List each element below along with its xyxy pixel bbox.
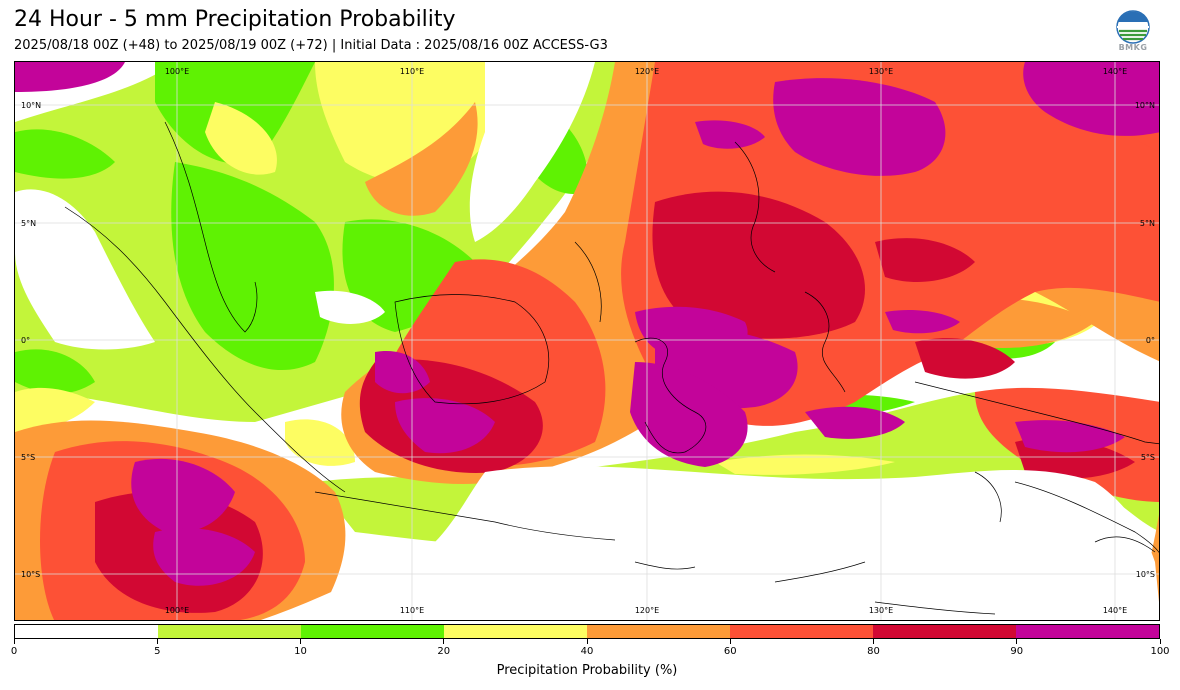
colorbar-segment-1: [158, 625, 301, 638]
lat-label-right-10n: 10°N: [1135, 101, 1155, 110]
colorbar-tick-mark: [13, 639, 15, 644]
colorbar-tick-mark: [1016, 639, 1018, 644]
lat-label-left-10s: 10°S: [21, 570, 40, 579]
bmkg-emblem-icon: [1116, 10, 1150, 44]
lon-label-bottom-130: 130°E: [869, 606, 893, 615]
colorbar-tick-mark: [300, 639, 301, 644]
colorbar-tick-mark: [156, 639, 158, 644]
lon-label-top-100: 100°E: [165, 67, 189, 76]
lon-label-bottom-110: 110°E: [400, 606, 424, 615]
colorbar-tick-mark: [586, 639, 588, 644]
colorbar-tick-label: 20: [437, 646, 451, 657]
colorbar-segment-3: [444, 625, 587, 638]
lon-label-top-110: 110°E: [400, 67, 424, 76]
colorbar-tick-label: 0: [10, 646, 18, 657]
lon-label-top-140: 140°E: [1103, 67, 1127, 76]
colorbar-tick-label: 10: [294, 646, 307, 657]
coastlines: [64, 121, 1159, 615]
colorbar-tick-mark: [443, 639, 445, 644]
chart-subtitle: 2025/08/18 00Z (+48) to 2025/08/19 00Z (…: [14, 38, 608, 53]
lon-label-top-120: 120°E: [635, 67, 659, 76]
lon-label-top-130: 130°E: [869, 67, 893, 76]
colorbar-segment-0: [15, 625, 158, 638]
colorbar-tick-label: 5: [154, 646, 161, 657]
colorbar-segment-7: [1016, 625, 1159, 638]
graticule: [15, 62, 1159, 620]
colorbar-tick-label: 60: [723, 646, 737, 657]
lon-label-bottom-140: 140°E: [1103, 606, 1127, 615]
colorbar-segment-4: [587, 625, 730, 638]
colorbar-tick-mark: [1159, 639, 1161, 644]
lat-label-right-0: 0°: [1146, 336, 1155, 345]
lat-label-right-10s: 10°S: [1136, 570, 1155, 579]
chart-title: 24 Hour - 5 mm Precipitation Probability: [14, 7, 456, 32]
colorbar-tick-mark: [873, 639, 874, 644]
colorbar-tick-mark: [729, 639, 731, 644]
colorbar-segment-5: [730, 625, 873, 638]
lat-label-left-5n: 5°N: [21, 219, 36, 228]
colorbar-tick-label: 40: [580, 646, 594, 657]
bmkg-logo: BMKG: [1113, 10, 1153, 54]
logo-text: BMKG: [1118, 43, 1148, 52]
colorbar-tick-label: 100: [1150, 646, 1170, 657]
lon-label-bottom-100: 100°E: [165, 606, 189, 615]
precipitation-map: 100°E 110°E 120°E 130°E 140°E 100°E 110°…: [14, 61, 1160, 621]
lat-label-left-0: 0°: [21, 336, 30, 345]
colorbar-tick-label: 80: [867, 646, 880, 657]
contour-0-5: [15, 62, 1159, 620]
colorbar-segment-2: [301, 625, 444, 638]
colorbar: [14, 624, 1160, 639]
lat-label-left-5s: 5°S: [21, 453, 35, 462]
lat-label-right-5s: 5°S: [1141, 453, 1155, 462]
lon-label-bottom-120: 120°E: [635, 606, 659, 615]
colorbar-tick-label: 90: [1010, 646, 1024, 657]
lat-label-left-10n: 10°N: [21, 101, 41, 110]
lat-label-right-5n: 5°N: [1140, 219, 1155, 228]
colorbar-segment-6: [873, 625, 1016, 638]
contour-90-100: [15, 62, 1159, 586]
colorbar-title: Precipitation Probability (%): [496, 663, 678, 678]
map-canvas: 100°E 110°E 120°E 130°E 140°E 100°E 110°…: [15, 62, 1159, 620]
